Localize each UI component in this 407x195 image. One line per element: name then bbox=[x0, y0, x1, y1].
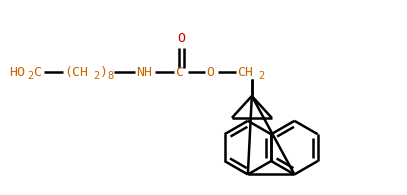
Text: HO: HO bbox=[9, 66, 25, 79]
Text: CH: CH bbox=[237, 66, 253, 79]
Text: C: C bbox=[34, 66, 42, 79]
Text: C: C bbox=[175, 66, 183, 79]
Text: NH: NH bbox=[136, 66, 152, 79]
Text: 2: 2 bbox=[28, 71, 34, 81]
Text: O: O bbox=[177, 32, 185, 45]
Text: 2: 2 bbox=[93, 71, 100, 81]
Text: ): ) bbox=[99, 66, 107, 79]
Text: 8: 8 bbox=[107, 71, 114, 81]
Text: O: O bbox=[206, 66, 214, 79]
Text: (CH: (CH bbox=[64, 66, 88, 79]
Text: 2: 2 bbox=[258, 71, 264, 81]
